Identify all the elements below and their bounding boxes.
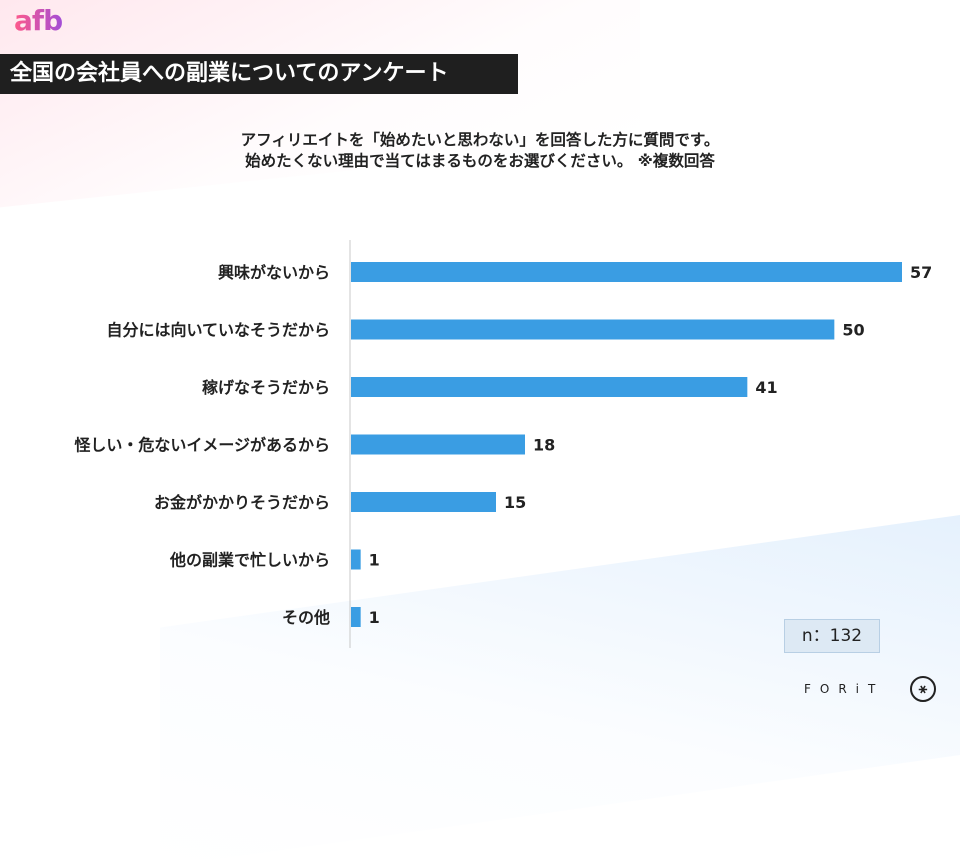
value-label: 57: [910, 263, 932, 282]
forit-logo-icon: ⚹: [910, 676, 936, 702]
category-label: 怪しい・危ないイメージがあるから: [74, 436, 330, 455]
category-label: 稼げなそうだから: [202, 378, 330, 397]
value-label: 18: [533, 436, 555, 455]
category-label: お金がかかりそうだから: [154, 493, 330, 512]
value-label: 1: [369, 608, 380, 627]
page-title: 全国の会社員への副業についてのアンケート: [0, 54, 518, 94]
value-label: 41: [755, 378, 777, 397]
bar: [351, 607, 361, 627]
forit-logo-text: FORiT: [804, 682, 885, 696]
category-label: 興味がないから: [218, 263, 330, 282]
background-pink-accent: [0, 0, 640, 220]
category-label: 他の副業で忙しいから: [169, 551, 330, 570]
bar: [351, 262, 902, 282]
question-line-2: 始めたくない理由で当てはまるものをお選びください。 ※複数回答: [245, 152, 715, 170]
bar: [351, 319, 835, 340]
value-label: 15: [504, 493, 526, 512]
bar: [351, 492, 496, 512]
sample-size-box: n：132: [784, 619, 880, 653]
afb-logo: afb: [14, 4, 63, 37]
bar: [351, 434, 525, 455]
question-line-1: アフィリエイトを「始めたいと思わない」を回答した方に質問です。: [240, 131, 720, 149]
survey-question: アフィリエイトを「始めたいと思わない」を回答した方に質問です。 始めたくない理由…: [0, 130, 960, 172]
category-label: 自分には向いていなそうだから: [106, 321, 330, 340]
category-label: その他: [282, 608, 330, 627]
value-label: 50: [842, 321, 864, 340]
bar: [351, 377, 748, 397]
bar: [351, 549, 361, 570]
bar-chart: 興味がないから 57 自分には向いていなそうだから 50 稼げなそうだから 41 怪しい・危…: [74, 240, 932, 648]
value-label: 1: [369, 551, 380, 570]
